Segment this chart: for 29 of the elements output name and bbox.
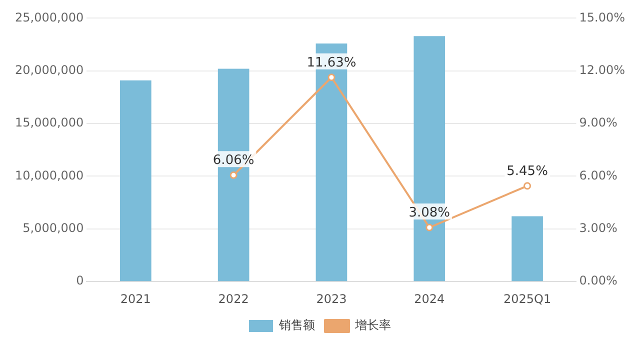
y-tick-label: 25,000,000 [14,10,84,24]
y2-tick-label: 0.00% [579,274,618,288]
legend-label: 增长率 [354,318,391,332]
y2-tick-label: 9.00% [579,116,618,130]
y-tick-label: 5,000,000 [22,221,84,236]
x-tick-label: 2022 [218,292,249,306]
point [524,182,532,190]
x-tick-label: 2021 [120,292,151,306]
data-label: 3.08% [408,205,450,220]
y2-tick-label: 3.00% [579,221,618,236]
y-tick-label: 10,000,000 [14,168,84,182]
data-label: 6.06% [212,153,254,168]
y-tick-label: 15,000,000 [14,116,84,130]
y-tick-label: 0 [76,274,84,288]
data-label: 5.45% [506,164,548,179]
bar [120,80,152,282]
x-tick-label: 2023 [316,292,347,306]
legend-label: 销售额 [278,318,315,332]
x-tick-label: 2024 [414,292,445,306]
y2-tick-label: 15.00% [579,10,626,24]
y2-tick-label: 6.00% [579,168,618,182]
data-label: 11.63% [306,55,356,70]
y2-tick-label: 12.00% [579,63,626,78]
point [426,224,434,232]
x-tick-label: 2025Q1 [503,292,552,306]
point [328,74,336,82]
bar [512,216,543,282]
y-tick-label: 20,000,000 [14,63,84,78]
point [230,171,238,179]
